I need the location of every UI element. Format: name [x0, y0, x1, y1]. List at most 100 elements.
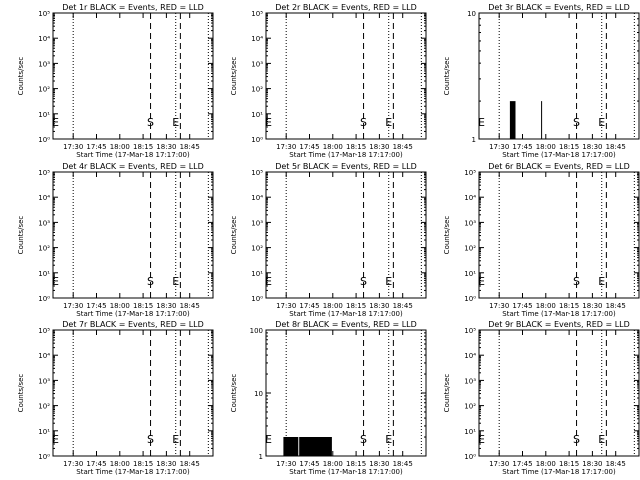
x-tick-label: 17:45: [299, 460, 319, 468]
x-tick-label: 18:45: [606, 143, 626, 151]
event-marker-e: E: [265, 275, 272, 288]
x-tick-label: 17:30: [489, 143, 509, 151]
event-marker-s: S: [360, 433, 367, 446]
plot-frame: [478, 12, 640, 140]
y-tick-label: 10¹: [464, 428, 476, 436]
panel-title: Det 7r BLACK = Events, RED = LLD: [62, 320, 204, 329]
y-tick-label: 10⁰: [251, 136, 263, 144]
panel-title: Det 5r BLACK = Events, RED = LLD: [275, 162, 417, 171]
event-marker-e: E: [52, 433, 59, 446]
y-tick-label: 1: [472, 136, 476, 144]
x-tick-label: 18:00: [536, 302, 556, 310]
event-marker-s: S: [147, 116, 154, 129]
y-tick-label: 10⁵: [251, 10, 263, 18]
y-tick-label: 1: [259, 453, 263, 461]
y-tick-label: 10²: [38, 403, 50, 411]
plot-frame: [52, 329, 214, 457]
x-tick-label: 18:00: [110, 460, 130, 468]
panel-title: Det 4r BLACK = Events, RED = LLD: [62, 162, 204, 171]
x-tick-label: 17:30: [489, 460, 509, 468]
x-tick-label: 18:00: [536, 143, 556, 151]
y-tick-label: 10³: [251, 60, 263, 68]
y-tick-label: 10²: [251, 86, 263, 94]
y-tick-label: 10⁴: [251, 35, 263, 43]
panel-title: Det 1r BLACK = Events, RED = LLD: [62, 3, 204, 12]
y-tick-label: 10⁴: [38, 194, 50, 202]
y-tick-label: 10²: [38, 86, 50, 94]
y-tick-label: 10⁴: [464, 352, 476, 360]
x-tick-label: 18:45: [180, 302, 200, 310]
events-series-line: [283, 437, 332, 456]
plot-frame: [478, 171, 640, 299]
y-tick-label: 10⁰: [38, 295, 50, 303]
x-tick-label: 17:30: [489, 302, 509, 310]
x-tick-label: 17:30: [63, 143, 83, 151]
x-axis-label: Start Time (17-Mar-18 17:17:00): [502, 310, 616, 318]
event-marker-e: E: [478, 275, 485, 288]
x-tick-label: 18:15: [346, 143, 366, 151]
event-marker-e: E: [478, 116, 485, 129]
y-tick-label: 10⁵: [464, 169, 476, 177]
event-marker-e: E: [172, 275, 179, 288]
x-tick-label: 18:45: [393, 460, 413, 468]
event-marker-e: E: [385, 116, 392, 129]
x-tick-label: 18:15: [346, 460, 366, 468]
x-tick-label: 18:30: [369, 302, 389, 310]
event-marker-s: S: [147, 275, 154, 288]
x-tick-label: 17:30: [63, 302, 83, 310]
y-axis-label: Counts/sec: [17, 57, 25, 96]
y-tick-label: 10¹: [251, 270, 263, 278]
x-axis-label: Start Time (17-Mar-18 17:17:00): [289, 151, 403, 159]
event-marker-e: E: [52, 275, 59, 288]
x-tick-label: 17:45: [86, 460, 106, 468]
x-tick-label: 18:00: [323, 302, 343, 310]
y-tick-label: 10⁴: [251, 194, 263, 202]
x-tick-label: 18:30: [369, 143, 389, 151]
x-tick-label: 18:15: [133, 302, 153, 310]
y-tick-label: 10¹: [464, 270, 476, 278]
x-tick-label: 17:45: [512, 302, 532, 310]
x-tick-label: 18:15: [346, 302, 366, 310]
x-tick-label: 18:15: [133, 143, 153, 151]
event-marker-e: E: [478, 433, 485, 446]
y-tick-label: 10²: [251, 245, 263, 253]
y-tick-label: 10⁰: [38, 453, 50, 461]
x-axis-label: Start Time (17-Mar-18 17:17:00): [76, 310, 190, 318]
panel-title: Det 9r BLACK = Events, RED = LLD: [488, 320, 630, 329]
x-tick-label: 18:15: [559, 460, 579, 468]
y-tick-label: 10: [254, 390, 263, 398]
plot-frame: [52, 12, 214, 140]
y-tick-label: 10³: [464, 219, 476, 227]
x-tick-label: 18:30: [156, 302, 176, 310]
panel-det-2: Det 2r BLACK = Events, RED = LLD 10⁰ 10¹ 10…: [230, 3, 427, 159]
x-tick-label: 18:30: [582, 302, 602, 310]
x-tick-label: 18:30: [156, 460, 176, 468]
x-tick-label: 18:45: [180, 143, 200, 151]
x-tick-label: 17:30: [276, 460, 296, 468]
y-tick-label: 10³: [38, 219, 50, 227]
y-axis-label: Counts/sec: [17, 216, 25, 255]
y-tick-label: 10⁰: [464, 453, 476, 461]
x-tick-label: 17:30: [276, 302, 296, 310]
y-tick-label: 10²: [464, 403, 476, 411]
plot-frame: [52, 171, 214, 299]
x-tick-label: 17:45: [86, 302, 106, 310]
events-series-line: [509, 101, 543, 139]
x-tick-label: 18:30: [156, 143, 176, 151]
plot-frame: [265, 171, 427, 299]
y-axis-label: Counts/sec: [17, 374, 25, 413]
x-tick-label: 18:00: [323, 143, 343, 151]
event-marker-e: E: [385, 275, 392, 288]
event-marker-s: S: [360, 275, 367, 288]
y-tick-label: 10⁵: [38, 10, 50, 18]
panel-det-7: Det 7r BLACK = Events, RED = LLD 10⁰ 10¹ 10…: [17, 320, 214, 476]
event-marker-s: S: [573, 275, 580, 288]
y-tick-label: 10¹: [38, 428, 50, 436]
plot-frame: [265, 12, 427, 140]
x-tick-label: 17:45: [299, 143, 319, 151]
x-axis-label: Start Time (17-Mar-18 17:17:00): [289, 468, 403, 476]
x-tick-label: 18:45: [606, 302, 626, 310]
y-axis-label: Counts/sec: [443, 216, 451, 255]
y-tick-label: 10¹: [251, 111, 263, 119]
